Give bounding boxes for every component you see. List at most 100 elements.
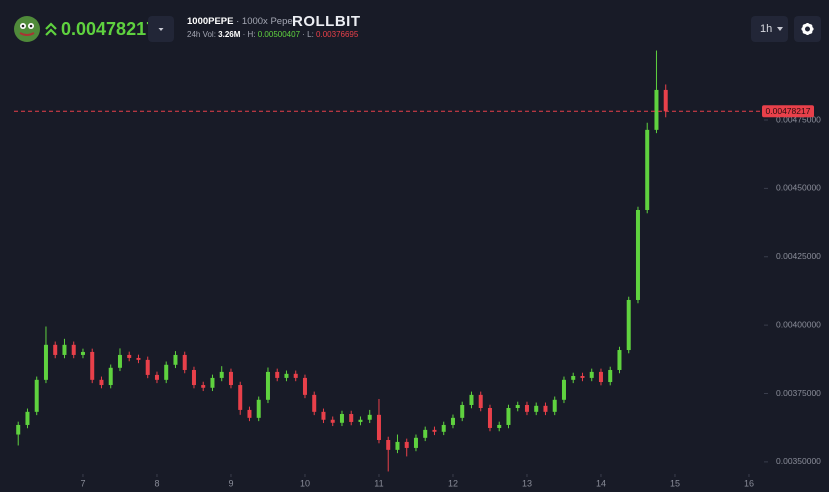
candle-body <box>321 411 326 420</box>
symbol-name: · 1000x Pepe <box>236 16 293 27</box>
candle-body <box>515 404 520 409</box>
candle-body <box>663 89 668 112</box>
candle-body <box>413 437 418 448</box>
candle-body <box>302 377 307 395</box>
symbol-dropdown[interactable] <box>148 16 174 42</box>
candle-body <box>367 414 372 420</box>
y-tick-label: 0.00425000 <box>776 251 821 261</box>
x-tick-label: 11 <box>374 478 383 488</box>
candle-body <box>62 344 67 355</box>
candle-body <box>25 411 30 425</box>
candle-body <box>238 385 243 410</box>
symbol: 1000PEPE <box>187 16 234 27</box>
candle-body <box>524 404 529 412</box>
y-tick-label: 0.00450000 <box>776 183 821 193</box>
candle-body <box>127 354 132 358</box>
candle-body <box>478 394 483 409</box>
y-tick-label: 0.00475000 <box>776 114 821 124</box>
candle-body <box>376 414 381 441</box>
interval: 1h <box>760 23 773 35</box>
dropdown-icon <box>158 28 164 31</box>
candle-body <box>182 354 187 370</box>
x-tick-label: 9 <box>228 478 233 488</box>
candle-body <box>534 405 539 412</box>
x-tick-label: 12 <box>448 478 458 488</box>
candle-body <box>552 399 557 412</box>
candle-body <box>201 385 206 388</box>
candle-body <box>275 371 280 378</box>
candle-body <box>256 399 261 418</box>
candle-body <box>589 371 594 378</box>
last-price-label: 0.00478217 <box>766 106 811 116</box>
candle-body <box>265 371 270 400</box>
symbol-line: 1000PEPE · 1000x Pepe <box>187 16 293 27</box>
candle-body <box>173 354 178 365</box>
candle-body <box>284 373 289 378</box>
candle-body <box>330 419 335 423</box>
candle-body <box>386 440 391 450</box>
candle-body <box>210 377 215 388</box>
candle-body <box>43 344 48 380</box>
up-arrows <box>45 22 57 36</box>
y-tick-label: 0.00375000 <box>776 388 821 398</box>
candle-body <box>506 408 511 425</box>
settings-button[interactable] <box>794 16 821 42</box>
x-tick-label: 7 <box>80 478 85 488</box>
candle-body <box>580 376 585 378</box>
candle-body <box>469 394 474 405</box>
candle-body <box>191 369 196 386</box>
candle-body <box>654 89 659 130</box>
candle-body <box>34 379 39 412</box>
candle-body <box>90 351 95 380</box>
candle-body <box>219 371 224 378</box>
candle-body <box>571 376 576 380</box>
y-tick-label: 0.00350000 <box>776 456 821 466</box>
low-value: 0.00376695 <box>316 30 359 39</box>
candle-body <box>53 344 58 355</box>
candle-body <box>145 359 150 375</box>
candle-body <box>136 357 141 360</box>
x-tick-label: 13 <box>522 478 532 488</box>
candle-body <box>117 354 122 368</box>
candle-body <box>293 373 298 378</box>
x-tick-label: 16 <box>744 478 754 488</box>
candle-body <box>16 424 21 435</box>
candle-body <box>80 351 85 355</box>
coin-icon <box>14 16 40 42</box>
x-tick-label: 10 <box>300 478 310 488</box>
vol-value: 3.26M <box>218 30 241 39</box>
candle-body <box>561 379 566 400</box>
candle-body <box>487 408 492 428</box>
candle-body <box>312 394 317 412</box>
dropdown-icon <box>777 27 783 31</box>
candle-body <box>358 419 363 422</box>
low-label: · L: <box>302 30 314 39</box>
candle-body <box>608 369 613 383</box>
candle-body <box>635 209 640 300</box>
candle-body <box>349 414 354 422</box>
candle-body <box>164 364 169 380</box>
candle-body <box>450 417 455 425</box>
candle-body <box>154 374 159 380</box>
candle-body <box>395 441 400 450</box>
high-label: · H: <box>242 30 256 39</box>
gear-icon <box>801 23 814 35</box>
candle-body <box>441 424 446 432</box>
candle-body <box>645 129 650 210</box>
candle-body <box>497 424 502 428</box>
y-tick-label: 0.00400000 <box>776 319 821 329</box>
brand-logo: ROLLBIT <box>292 13 361 30</box>
candle-body <box>339 414 344 423</box>
candle-body <box>432 429 437 432</box>
stats-line: 24h Vol: 3.26M · H: 0.00500407 · L: 0.00… <box>187 30 358 39</box>
vol-label: 24h Vol: <box>187 30 216 39</box>
candle-body <box>108 367 113 386</box>
candle-body <box>460 404 465 418</box>
candle-body <box>228 371 233 386</box>
interval-dropdown[interactable]: 1h <box>751 16 788 42</box>
candle-body <box>247 409 252 418</box>
last-price-badge <box>762 105 814 118</box>
candle-body <box>543 405 548 412</box>
